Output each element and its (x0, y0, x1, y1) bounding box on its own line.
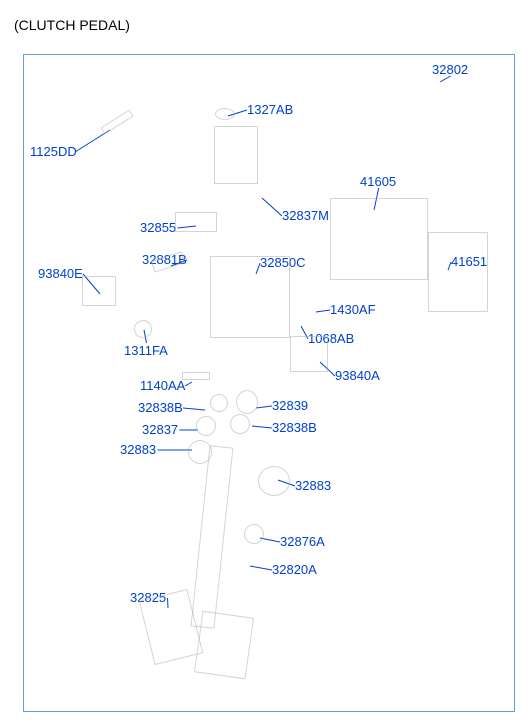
schematic-part (182, 372, 210, 380)
callout-32883: 32883 (120, 442, 156, 457)
schematic-part (330, 198, 428, 280)
callout-1125DD: 1125DD (30, 144, 77, 159)
schematic-part (428, 232, 488, 312)
schematic-part (196, 416, 216, 436)
callout-1327AB: 1327AB (247, 102, 293, 117)
callout-41605: 41605 (360, 174, 396, 189)
schematic-part (82, 276, 116, 306)
callout-32883: 32883 (295, 478, 331, 493)
callout-93840E: 93840E (38, 266, 83, 281)
page-title: (CLUTCH PEDAL) (14, 17, 130, 33)
schematic-part (236, 390, 258, 414)
schematic-part (210, 394, 228, 412)
callout-32837M: 32837M (282, 208, 329, 223)
schematic-part (175, 212, 217, 232)
callout-32876A: 32876A (280, 534, 325, 549)
schematic-part (214, 126, 258, 184)
callout-1430AF: 1430AF (330, 302, 376, 317)
callout-32838B: 32838B (138, 400, 183, 415)
schematic-part (194, 611, 254, 680)
callout-1140AA: 1140AA (140, 378, 185, 393)
callout-32820A: 32820A (272, 562, 317, 577)
schematic-part (134, 320, 152, 338)
schematic-part (244, 524, 264, 544)
schematic-part (210, 256, 290, 338)
callout-32837: 32837 (142, 422, 178, 437)
diagram-border (23, 54, 515, 712)
schematic-part (230, 414, 250, 434)
schematic-part (258, 466, 290, 496)
callout-32855: 32855 (140, 220, 176, 235)
callout-32838B: 32838B (272, 420, 317, 435)
callout-32839: 32839 (272, 398, 308, 413)
callout-1311FA: 1311FA (124, 343, 168, 358)
schematic-part (215, 108, 235, 120)
callout-32802: 32802 (432, 62, 468, 77)
schematic-part (290, 336, 328, 372)
callout-93840A: 93840A (335, 368, 380, 383)
